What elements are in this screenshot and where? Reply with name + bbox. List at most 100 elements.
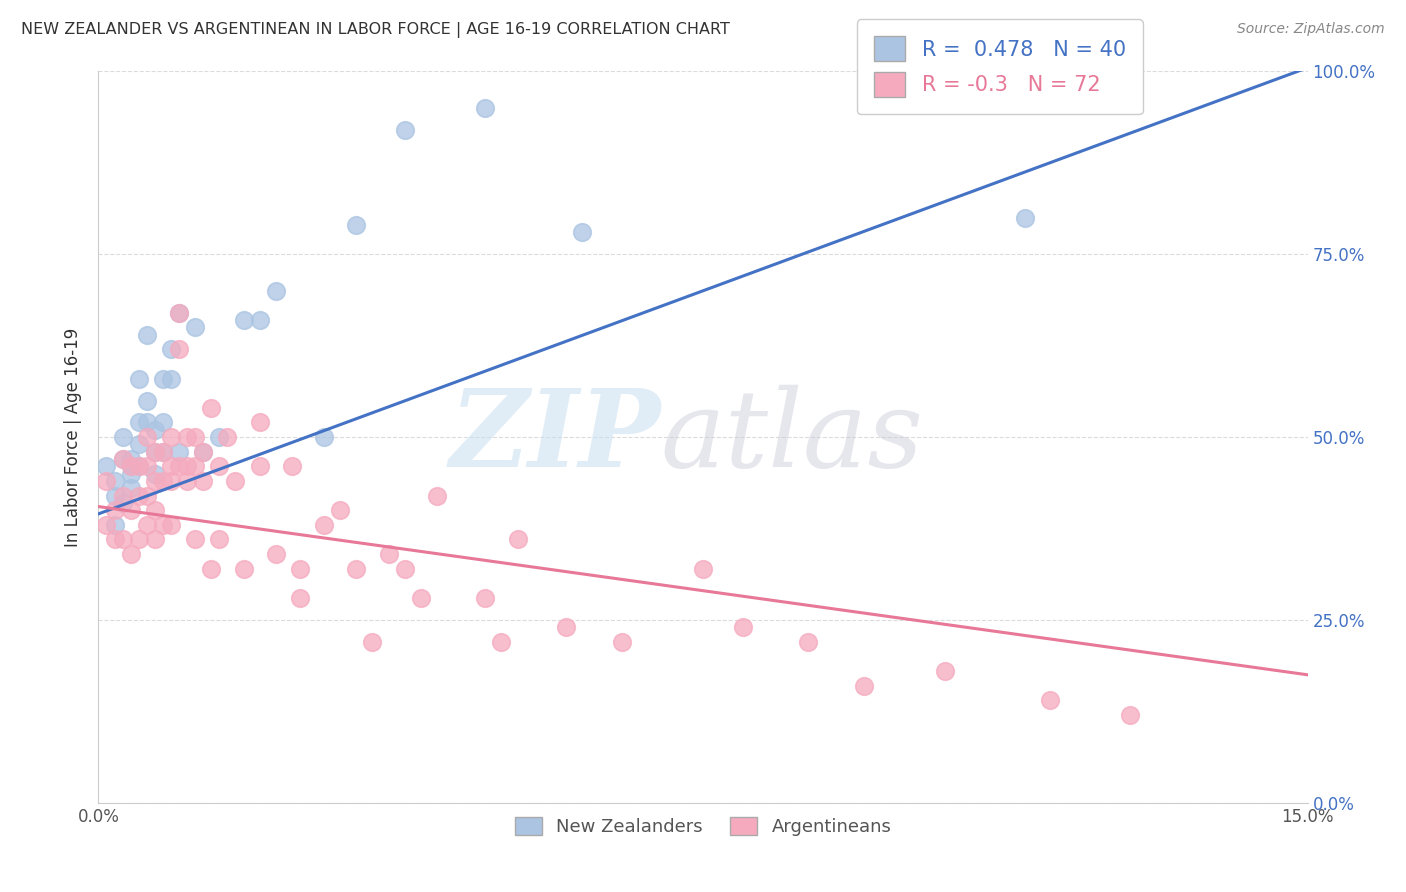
Point: [249, 313, 271, 327]
Point: [167, 459, 190, 474]
Point: [281, 459, 304, 474]
Text: ZIP: ZIP: [450, 384, 661, 490]
Point: [152, 474, 174, 488]
Point: [167, 444, 190, 458]
Point: [160, 343, 183, 357]
Point: [135, 459, 157, 474]
Point: [474, 101, 496, 115]
Point: [111, 489, 134, 503]
Point: [160, 517, 183, 532]
Point: [120, 459, 142, 474]
Point: [1119, 708, 1142, 723]
Point: [103, 503, 125, 517]
Point: [96, 517, 118, 532]
Point: [135, 489, 157, 503]
Point: [128, 459, 150, 474]
Point: [128, 437, 150, 451]
Point: [103, 474, 125, 488]
Point: [329, 503, 352, 517]
Point: [103, 533, 125, 547]
Point: [344, 562, 367, 576]
Point: [692, 562, 714, 576]
Point: [1039, 693, 1062, 707]
Point: [135, 517, 157, 532]
Legend: New Zealanders, Argentineans: New Zealanders, Argentineans: [506, 807, 900, 845]
Point: [152, 416, 174, 430]
Point: [96, 474, 118, 488]
Point: [128, 489, 150, 503]
Point: [249, 459, 271, 474]
Point: [612, 635, 634, 649]
Point: [344, 218, 367, 232]
Point: [184, 430, 207, 444]
Point: [135, 393, 157, 408]
Point: [474, 591, 496, 605]
Point: [152, 371, 174, 385]
Point: [143, 533, 166, 547]
Point: [135, 416, 157, 430]
Text: Source: ZipAtlas.com: Source: ZipAtlas.com: [1237, 22, 1385, 37]
Point: [111, 452, 134, 467]
Point: [193, 444, 215, 458]
Point: [288, 562, 311, 576]
Point: [200, 401, 222, 415]
Point: [200, 562, 222, 576]
Text: atlas: atlas: [661, 384, 924, 490]
Point: [111, 533, 134, 547]
Point: [120, 481, 142, 495]
Point: [208, 459, 231, 474]
Point: [135, 327, 157, 342]
Point: [249, 416, 271, 430]
Point: [143, 444, 166, 458]
Point: [232, 562, 254, 576]
Point: [264, 547, 287, 561]
Point: [409, 591, 432, 605]
Point: [176, 459, 198, 474]
Point: [152, 444, 174, 458]
Point: [143, 423, 166, 437]
Point: [103, 489, 125, 503]
Point: [111, 430, 134, 444]
Point: [128, 459, 150, 474]
Point: [426, 489, 449, 503]
Point: [491, 635, 513, 649]
Point: [167, 343, 190, 357]
Y-axis label: In Labor Force | Age 16-19: In Labor Force | Age 16-19: [65, 327, 83, 547]
Text: NEW ZEALANDER VS ARGENTINEAN IN LABOR FORCE | AGE 16-19 CORRELATION CHART: NEW ZEALANDER VS ARGENTINEAN IN LABOR FO…: [21, 22, 730, 38]
Point: [120, 459, 142, 474]
Point: [555, 620, 578, 634]
Point: [160, 459, 183, 474]
Point: [160, 430, 183, 444]
Point: [361, 635, 384, 649]
Point: [853, 679, 876, 693]
Point: [128, 533, 150, 547]
Point: [160, 371, 183, 385]
Point: [314, 430, 336, 444]
Point: [128, 416, 150, 430]
Point: [193, 474, 215, 488]
Point: [184, 459, 207, 474]
Point: [193, 444, 215, 458]
Point: [208, 430, 231, 444]
Point: [571, 225, 593, 239]
Point: [128, 371, 150, 385]
Point: [120, 503, 142, 517]
Point: [120, 452, 142, 467]
Point: [160, 474, 183, 488]
Point: [167, 306, 190, 320]
Point: [394, 123, 416, 137]
Point: [733, 620, 755, 634]
Point: [224, 474, 246, 488]
Point: [167, 306, 190, 320]
Point: [96, 459, 118, 474]
Point: [120, 547, 142, 561]
Point: [152, 444, 174, 458]
Point: [103, 517, 125, 532]
Point: [176, 474, 198, 488]
Point: [394, 562, 416, 576]
Point: [143, 467, 166, 481]
Point: [377, 547, 399, 561]
Point: [111, 496, 134, 510]
Point: [314, 517, 336, 532]
Point: [217, 430, 239, 444]
